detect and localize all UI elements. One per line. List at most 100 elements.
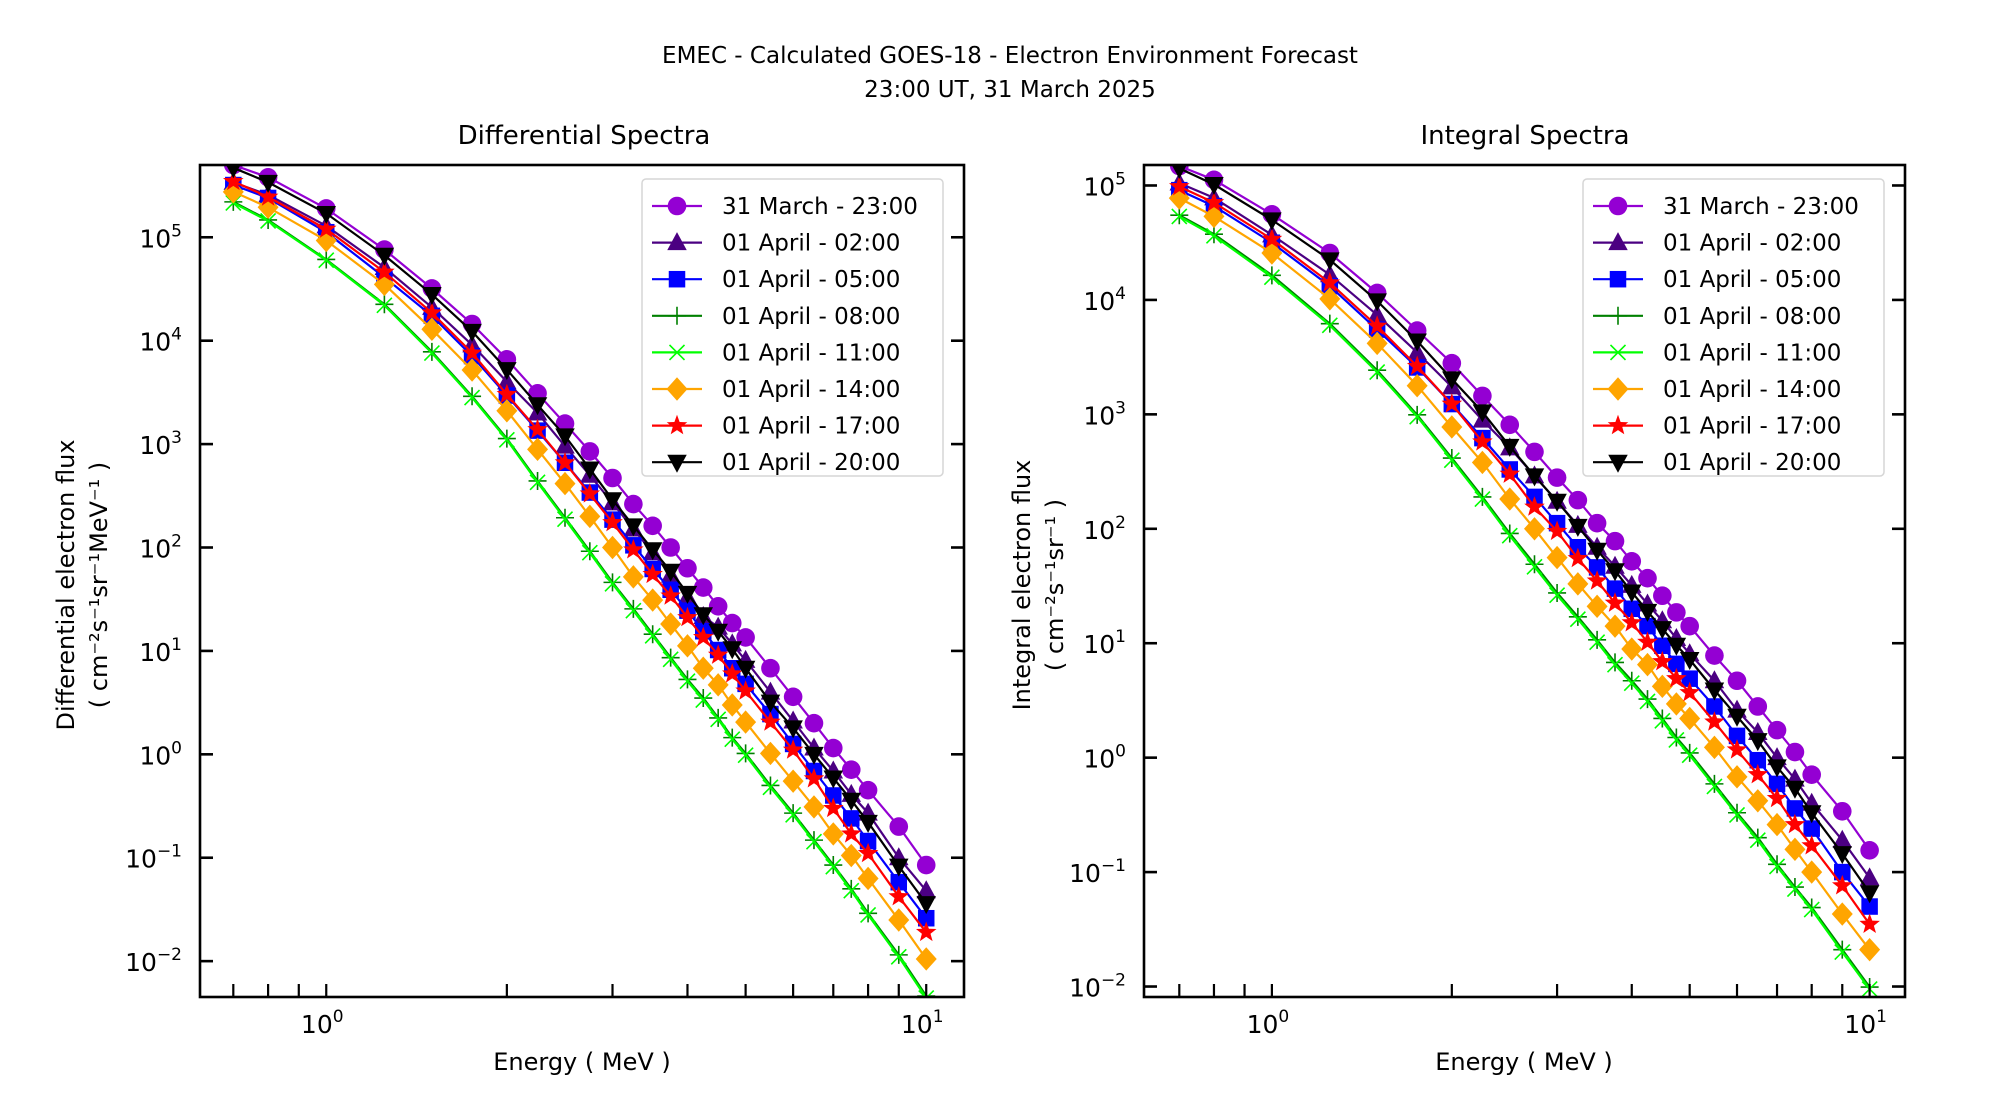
differential-data-point	[642, 563, 663, 584]
integral-data-point	[1802, 765, 1821, 784]
integral-data-point	[1801, 805, 1822, 824]
differential-data-point	[761, 776, 780, 795]
differential-data-point	[602, 492, 623, 511]
integral-data-point	[1409, 408, 1426, 425]
differential-data-point	[825, 787, 842, 804]
differential-data-point	[661, 538, 680, 557]
integral-plot-title: Integral Spectra	[1420, 121, 1629, 151]
integral-y-tick-label: 10−1	[1069, 856, 1126, 888]
differential-legend-box	[641, 178, 944, 477]
differential-data-point	[679, 673, 696, 690]
integral-legend-item: 01 April - 11:00	[1593, 340, 1841, 366]
differential-legend-label: 01 April - 17:00	[722, 414, 900, 440]
differential-legend-marker-icon	[666, 377, 688, 401]
differential-data-point	[860, 906, 877, 923]
differential-legend-label: 01 April - 14:00	[722, 377, 900, 403]
differential-data-point	[735, 680, 756, 700]
differential-data-point	[604, 575, 621, 592]
integral-data-point	[1859, 867, 1880, 886]
integral-data-point	[1547, 493, 1567, 512]
integral-y-tick-label: 100	[1083, 742, 1126, 774]
integral-data-point	[1748, 828, 1767, 847]
integral-data-point	[1546, 520, 1568, 541]
differential-legend-label: 31 March - 23:00	[722, 194, 918, 220]
differential-data-point	[722, 663, 743, 683]
differential-data-point	[527, 437, 549, 462]
differential-data-point	[529, 474, 546, 491]
integral-data-point	[1681, 670, 1698, 687]
differential-data-point	[258, 174, 278, 193]
differential-legend-label: 01 April - 11:00	[722, 340, 900, 366]
integral-data-point	[1654, 712, 1671, 729]
integral-legend-item: 31 March - 23:00	[1593, 194, 1859, 220]
integral-data-point	[1786, 800, 1804, 817]
integral-data-point	[1668, 655, 1685, 673]
integral-data-point	[1831, 902, 1853, 926]
integral-data-point	[1706, 698, 1723, 715]
integral-y-tick-label: 10−2	[1069, 971, 1126, 1003]
integral-data-point	[1860, 841, 1879, 860]
differential-data-point	[422, 286, 442, 305]
integral-data-point	[1679, 652, 1700, 671]
differential-x-tick-label: 100	[301, 1007, 344, 1039]
integral-data-point	[1667, 728, 1686, 747]
differential-data-point	[423, 344, 440, 362]
differential-data-point	[857, 842, 879, 863]
differential-data-point	[707, 673, 729, 697]
differential-y-tick-label: 10−1	[125, 842, 182, 874]
differential-data-point	[223, 170, 244, 191]
differential-data-point	[257, 186, 279, 206]
differential-legend-label: 01 April - 08:00	[722, 304, 900, 330]
integral-data-point	[1749, 832, 1766, 849]
integral-data-point	[1785, 742, 1805, 762]
integral-legend-label: 01 April - 05:00	[1663, 267, 1841, 293]
integral-data-point	[1263, 269, 1280, 286]
differential-legend-label: 01 April - 05:00	[722, 267, 900, 293]
differential-data-point	[556, 511, 574, 528]
differential-data-point	[257, 195, 279, 219]
differential-data-point	[710, 711, 727, 728]
integral-data-point	[1801, 834, 1822, 855]
integral-data-point	[1652, 650, 1673, 671]
differential-data-point	[374, 247, 395, 266]
differential-data-point	[644, 627, 661, 644]
integral-x-axis-label: Energy ( MeV )	[1435, 1048, 1613, 1076]
integral-data-point	[1588, 559, 1606, 576]
integral-spectra-plot: Integral Spectra Energy ( MeV ) Integral…	[1008, 121, 1907, 1076]
integral-series-6	[1169, 175, 1880, 933]
integral-data-point	[1472, 431, 1493, 451]
differential-data-point	[374, 261, 395, 281]
integral-data-point	[1589, 634, 1606, 651]
differential-data-point	[823, 797, 844, 818]
integral-legend-marker-icon	[1607, 414, 1629, 435]
integral-y-axis-label: Integral electron flux	[1008, 460, 1036, 711]
integral-legend-marker-icon	[1609, 270, 1627, 288]
differential-legend-item: 01 April - 20:00	[652, 450, 900, 476]
integral-data-point	[1680, 743, 1699, 762]
integral-y-tick-label: 104	[1083, 284, 1126, 316]
integral-legend-box	[1582, 178, 1885, 477]
integral-data-point	[1319, 272, 1341, 292]
integral-data-point	[1749, 751, 1767, 769]
differential-data-point	[624, 494, 643, 514]
differential-data-point	[889, 858, 909, 877]
differential-data-point	[804, 746, 824, 765]
differential-data-point	[840, 843, 862, 868]
integral-data-point	[1587, 513, 1607, 533]
integral-data-point	[1568, 518, 1588, 537]
differential-data-point	[783, 687, 803, 707]
integral-data-point	[1369, 364, 1386, 381]
differential-data-point	[760, 711, 781, 731]
integral-data-point	[1472, 404, 1493, 423]
differential-data-point	[497, 362, 517, 381]
integral-data-point	[1834, 944, 1851, 961]
integral-data-point	[1784, 813, 1806, 834]
integral-data-point	[1587, 542, 1607, 561]
differential-data-point	[693, 607, 714, 626]
integral-data-point	[1681, 747, 1698, 764]
integral-data-point	[1366, 331, 1388, 356]
integral-data-point	[1728, 803, 1747, 822]
differential-data-point	[888, 885, 909, 906]
differential-data-point	[260, 212, 277, 229]
